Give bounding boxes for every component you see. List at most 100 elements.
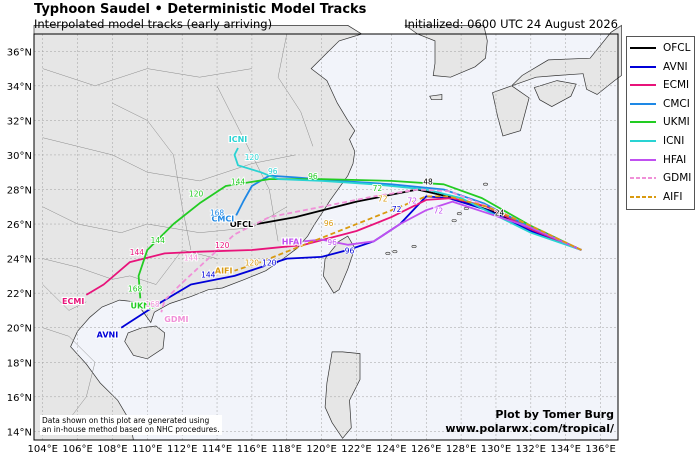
legend-label: AIFI	[663, 190, 683, 203]
lon-tick-label: 112°E	[167, 444, 197, 455]
lon-tick-label: 106°E	[62, 444, 92, 455]
lat-tick-label: 16°N	[7, 393, 32, 404]
forecast-hour-label: 120	[215, 241, 230, 250]
legend-swatch	[630, 195, 656, 198]
luzon-island	[324, 351, 361, 439]
track-end-label: ECMI	[62, 297, 84, 306]
lon-tick-label: 132°E	[516, 444, 546, 455]
lon-tick-label: 130°E	[481, 444, 511, 455]
lat-tick-label: 30°N	[7, 151, 32, 162]
lon-tick-label: 136°E	[585, 444, 615, 455]
forecast-hour-label: 168	[145, 300, 160, 309]
legend-item-ecmi: ECMI	[629, 78, 689, 92]
initialized-time: Initialized: 0600 UTC 24 August 2026	[404, 17, 618, 31]
hainan-island	[124, 325, 166, 360]
chart-title: Typhoon Saudel • Deterministic Model Tra…	[34, 2, 367, 17]
legend-item-icni: ICNI	[629, 134, 684, 148]
ryukyu-islet	[385, 251, 391, 255]
ryukyu-islet	[451, 219, 457, 223]
forecast-hour-label: 96	[345, 246, 355, 255]
forecast-hour-label: 120	[262, 259, 277, 268]
mainland	[33, 25, 363, 441]
track-ukmi	[137, 178, 582, 299]
forecast-hour-label: 144	[130, 248, 145, 257]
lon-tick-label: 116°E	[237, 444, 267, 455]
legend-label: OFCL	[663, 42, 691, 54]
forecast-hour-label: 144	[151, 236, 166, 245]
lat-tick-label: 26°N	[7, 220, 32, 231]
jeju-island	[429, 94, 443, 101]
legend-swatch	[630, 65, 656, 68]
legend-swatch	[630, 177, 656, 180]
track-hfai	[304, 200, 582, 251]
track-end-label: AIFI	[215, 267, 233, 276]
lon-tick-label: 126°E	[411, 444, 441, 455]
lat-tick-label: 28°N	[7, 186, 32, 197]
forecast-hour-label: 72	[373, 184, 383, 193]
forecast-hour-label: 96	[327, 238, 337, 247]
forecast-hour-label: 168	[128, 284, 143, 293]
legend-label: GDMI	[663, 172, 692, 185]
legend-label: HFAI	[663, 153, 687, 166]
legend-label: ICNI	[663, 135, 685, 147]
lat-tick-label: 18°N	[7, 358, 32, 369]
lon-tick-label: 110°E	[132, 444, 162, 455]
credit-author: Plot by Tomer Burg	[495, 408, 614, 421]
legend-item-ukmi: UKMI	[629, 115, 690, 129]
footnote-line-2: an in-house method based on NHC procedur…	[42, 425, 220, 434]
lat-tick-label: 20°N	[7, 324, 32, 335]
forecast-hour-label: 168	[210, 208, 225, 217]
province-border	[42, 137, 296, 182]
lon-tick-label: 114°E	[202, 444, 232, 455]
ryukyu-islet	[456, 212, 462, 216]
footnote-line-1: Data shown on this plot are generated us…	[42, 416, 210, 425]
ryukyu-islet	[392, 250, 398, 254]
forecast-hour-label: 96	[308, 172, 318, 181]
forecast-hour-label: 120	[245, 259, 260, 268]
track-end-label: CMCI	[212, 214, 235, 223]
lon-tick-label: 118°E	[272, 444, 302, 455]
lat-tick-label: 32°N	[7, 116, 32, 127]
forecast-hour-label: 144	[201, 271, 216, 280]
map-frame	[33, 33, 619, 441]
ryukyu-islet	[483, 182, 489, 186]
legend-swatch	[630, 84, 656, 87]
legend-item-aifi: AIFI	[629, 190, 682, 204]
forecast-hour-label: 120	[245, 153, 260, 162]
lon-tick-label: 108°E	[97, 444, 127, 455]
forecast-hour-label: 144	[184, 253, 199, 262]
legend-swatch	[630, 102, 656, 105]
lat-tick-label: 14°N	[7, 427, 32, 438]
track-end-label: HFAI	[282, 237, 302, 246]
track-end-label: OFCL	[230, 220, 253, 229]
lat-tick-label: 24°N	[7, 255, 32, 266]
track-end-label: AVNI	[97, 331, 119, 340]
legend-label: UKMI	[663, 116, 690, 129]
lon-tick-label: 124°E	[376, 444, 406, 455]
lon-tick-label: 122°E	[341, 444, 371, 455]
forecast-hour-label: 48	[423, 177, 433, 186]
lat-tick-label: 22°N	[7, 289, 32, 300]
forecast-hour-label: 72	[378, 195, 388, 204]
track-gdmi	[160, 188, 582, 313]
province-border	[112, 102, 192, 251]
track-end-label: GDMI	[164, 315, 188, 324]
footnote: Data shown on this plot are generated us…	[40, 415, 222, 435]
legend-label: ECMI	[663, 79, 690, 92]
legend-swatch	[630, 140, 656, 142]
track-end-label: ICNI	[229, 135, 248, 144]
track-end-label: UKMI	[130, 301, 154, 310]
legend-item-hfai: HFAI	[629, 153, 686, 167]
lat-tick-label: 34°N	[7, 82, 32, 93]
forecast-hour-label: 72	[392, 205, 402, 214]
legend-label: CMCI	[663, 97, 690, 110]
lon-tick-label: 120°E	[306, 444, 336, 455]
track-ecmi	[85, 197, 582, 296]
legend-item-avni: AVNI	[629, 60, 688, 74]
legend-label: AVNI	[663, 60, 688, 73]
forecast-hour-label: 72	[434, 207, 444, 216]
lat-tick-label: 36°N	[7, 47, 32, 58]
forecast-hour-label: 144	[231, 177, 246, 186]
legend-item-cmci: CMCI	[629, 97, 690, 111]
